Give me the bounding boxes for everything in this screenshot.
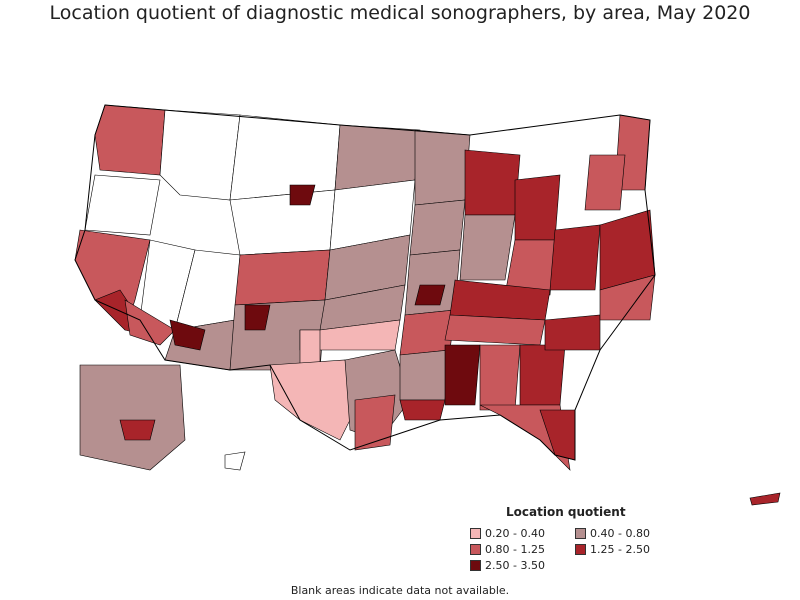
- region-albuquerque: [244, 304, 271, 331]
- region-arizona-west: [124, 299, 176, 346]
- region-carolinas: [544, 314, 601, 351]
- map-regions: [74, 104, 781, 506]
- region-mississippi: [444, 344, 481, 406]
- legend-item-1: 0.40 - 0.80: [575, 527, 650, 540]
- region-georgia: [519, 344, 566, 406]
- region-houston: [354, 394, 396, 451]
- region-anchorage: [119, 419, 156, 441]
- region-iowa: [409, 199, 466, 256]
- region-virginia: [599, 274, 656, 321]
- legend-swatch-4: [470, 560, 481, 571]
- region-indiana: [504, 239, 556, 296]
- region-alabama: [479, 344, 521, 411]
- region-ohio: [549, 224, 601, 291]
- legend-label-2: 0.80 - 1.25: [485, 543, 545, 556]
- region-phoenix: [169, 319, 206, 351]
- region-louisiana-north: [399, 349, 451, 401]
- legend-swatch-2: [470, 544, 481, 555]
- region-idaho-montana-west: [159, 109, 241, 201]
- region-puerto-rico: [749, 492, 781, 506]
- legend-swatch-3: [575, 544, 586, 555]
- legend-title: Location quotient: [506, 505, 626, 519]
- legend-item-3: 1.25 - 2.50: [575, 543, 650, 556]
- region-washington: [94, 104, 166, 176]
- region-tennessee: [444, 314, 546, 346]
- region-kentucky-central: [414, 284, 446, 306]
- region-minnesota: [414, 129, 471, 206]
- region-illinois: [459, 214, 516, 281]
- legend-swatch-1: [575, 528, 586, 539]
- region-texas-panhandle: [299, 329, 321, 366]
- region-montana: [229, 114, 341, 201]
- legend-label-3: 1.25 - 2.50: [590, 543, 650, 556]
- legend-swatch-0: [470, 528, 481, 539]
- footnote: Blank areas indicate data not available.: [290, 584, 510, 597]
- region-alaska: [79, 364, 186, 471]
- region-colorado: [234, 249, 331, 306]
- region-wyoming: [229, 189, 336, 256]
- region-hawaii: [224, 451, 246, 471]
- region-north-dakota: [334, 124, 421, 191]
- map-title: Location quotient of diagnostic medical …: [49, 2, 751, 24]
- legend-label-0: 0.20 - 0.40: [485, 527, 545, 540]
- legend-item-0: 0.20 - 0.40: [470, 527, 545, 540]
- legend-item-4: 2.50 - 3.50: [470, 559, 545, 572]
- region-wisconsin: [464, 149, 521, 216]
- us-outline: [74, 104, 656, 461]
- region-rapid-city: [289, 184, 316, 206]
- region-new-england: [584, 154, 626, 211]
- region-michigan: [514, 174, 561, 241]
- legend-label-1: 0.40 - 0.80: [590, 527, 650, 540]
- region-louisiana-south: [399, 399, 446, 421]
- region-oregon: [84, 174, 161, 236]
- legend-label-4: 2.50 - 3.50: [485, 559, 545, 572]
- legend-item-2: 0.80 - 1.25: [470, 543, 545, 556]
